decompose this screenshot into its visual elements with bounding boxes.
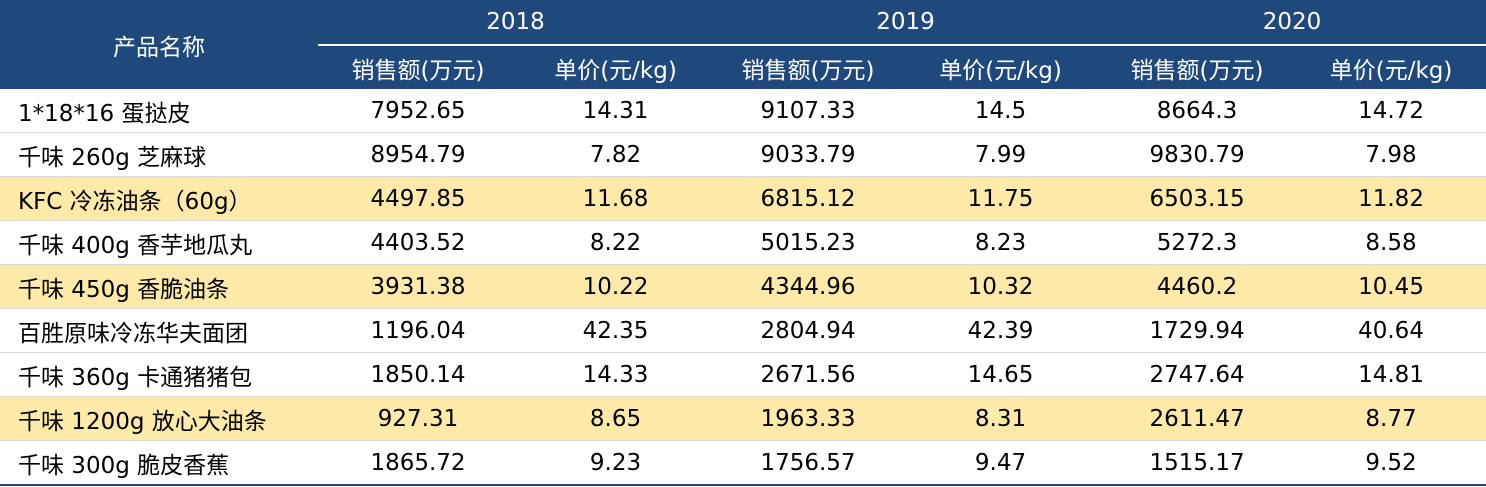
sales-cell: 3931.38: [318, 264, 518, 309]
product-name-header: 产品名称: [0, 0, 318, 89]
sales-cell: 4460.2: [1098, 264, 1297, 309]
sales-cell: 4344.96: [713, 264, 904, 309]
table-row: 千味 300g 脆皮香蕉 1865.72 9.23 1756.57 9.47 1515.1…: [0, 440, 1486, 486]
sales-header: 销售额(万元): [318, 45, 518, 89]
unit-price-cell: 42.39: [903, 308, 1099, 353]
unit-price-cell: 11.82: [1296, 176, 1486, 221]
sales-cell: 9830.79: [1098, 132, 1297, 177]
unit-price-cell: 14.72: [1296, 89, 1486, 133]
sales-cell: 1756.57: [713, 440, 904, 486]
unit-price-cell: 8.23: [903, 220, 1099, 265]
product-name-cell: 千味 400g 香芋地瓜丸: [0, 220, 318, 265]
table-header: 产品名称 2018 2019 2020 销售额(万元) 单价(元/kg) 销售额…: [0, 0, 1486, 89]
year-header-2020: 2020: [1098, 0, 1486, 46]
unit-price-cell: 10.32: [903, 264, 1099, 309]
unit-price-cell: 7.98: [1296, 132, 1486, 177]
table-row: 千味 400g 香芋地瓜丸 4403.52 8.22 5015.23 8.23 5272.…: [0, 220, 1486, 265]
sales-cell: 1729.94: [1098, 308, 1297, 353]
table-row: 千味 360g 卡通猪猪包 1850.14 14.33 2671.56 14.65 274…: [0, 352, 1486, 397]
unit-price-cell: 14.65: [903, 352, 1099, 397]
year-header-2019: 2019: [713, 0, 1099, 46]
unit-price-cell: 9.52: [1296, 440, 1486, 486]
unit-price-cell: 7.99: [903, 132, 1099, 177]
sales-header: 销售额(万元): [713, 45, 904, 89]
product-name-cell: 千味 300g 脆皮香蕉: [0, 440, 318, 486]
table-body: 1*18*16 蛋挞皮 7952.65 14.31 9107.33 14.5 8664.3…: [0, 89, 1486, 486]
year-header-row: 产品名称 2018 2019 2020: [0, 0, 1486, 89]
sales-cell: 1865.72: [318, 440, 518, 486]
unit-price-cell: 10.22: [518, 264, 714, 309]
sales-cell: 9033.79: [713, 132, 904, 177]
unit-price-cell: 8.77: [1296, 396, 1486, 441]
table-row: 百胜原味冷冻华夫面团 1196.04 42.35 2804.94 42.39 1729.9…: [0, 308, 1486, 353]
unit-price-cell: 8.65: [518, 396, 714, 441]
sales-cell: 1515.17: [1098, 440, 1297, 486]
unit-price-cell: 14.31: [518, 89, 714, 133]
unit-price-cell: 8.58: [1296, 220, 1486, 265]
unit-price-cell: 14.81: [1296, 352, 1486, 397]
sales-cell: 927.31: [318, 396, 518, 441]
unit-price-cell: 9.47: [903, 440, 1099, 486]
unit-price-cell: 11.75: [903, 176, 1099, 221]
product-name-cell: KFC 冷冻油条（60g）: [0, 176, 318, 221]
unit-price-cell: 10.45: [1296, 264, 1486, 309]
sales-cell: 2611.47: [1098, 396, 1297, 441]
sales-cell: 2671.56: [713, 352, 904, 397]
sales-cell: 7952.65: [318, 89, 518, 133]
unit-price-cell: 9.23: [518, 440, 714, 486]
sales-cell: 5272.3: [1098, 220, 1297, 265]
unit-price-cell: 11.68: [518, 176, 714, 221]
product-name-cell: 千味 1200g 放心大油条: [0, 396, 318, 441]
sales-cell: 2804.94: [713, 308, 904, 353]
sales-cell: 8664.3: [1098, 89, 1297, 133]
unit-price-cell: 14.33: [518, 352, 714, 397]
product-name-cell: 千味 260g 芝麻球: [0, 132, 318, 177]
year-header-2018: 2018: [318, 0, 714, 46]
product-name-cell: 千味 450g 香脆油条: [0, 264, 318, 309]
product-name-cell: 千味 360g 卡通猪猪包: [0, 352, 318, 397]
sales-cell: 1963.33: [713, 396, 904, 441]
unit-price-cell: 8.31: [903, 396, 1099, 441]
sales-cell: 2747.64: [1098, 352, 1297, 397]
unit-price-cell: 14.5: [903, 89, 1099, 133]
unit-price-cell: 8.22: [518, 220, 714, 265]
sales-cell: 6503.15: [1098, 176, 1297, 221]
table-row: 1*18*16 蛋挞皮 7952.65 14.31 9107.33 14.5 8664.3…: [0, 89, 1486, 133]
sales-cell: 4403.52: [318, 220, 518, 265]
table-row: 千味 260g 芝麻球 8954.79 7.82 9033.79 7.99 9830.79…: [0, 132, 1486, 177]
unit-price-cell: 7.82: [518, 132, 714, 177]
sales-cell: 6815.12: [713, 176, 904, 221]
unit-price-header: 单价(元/kg): [518, 45, 714, 89]
product-name-cell: 1*18*16 蛋挞皮: [0, 89, 318, 133]
unit-price-header: 单价(元/kg): [903, 45, 1099, 89]
unit-price-header: 单价(元/kg): [1296, 45, 1486, 89]
unit-price-cell: 42.35: [518, 308, 714, 353]
sub-header-row: 销售额(万元) 单价(元/kg) 销售额(万元) 单价(元/kg) 销售额(万元…: [0, 45, 1486, 89]
sales-cell: 1850.14: [318, 352, 518, 397]
unit-price-cell: 40.64: [1296, 308, 1486, 353]
sales-cell: 4497.85: [318, 176, 518, 221]
product-name-cell: 百胜原味冷冻华夫面团: [0, 308, 318, 353]
sales-cell: 9107.33: [713, 89, 904, 133]
sales-cell: 1196.04: [318, 308, 518, 353]
sales-header: 销售额(万元): [1098, 45, 1297, 89]
sales-cell: 8954.79: [318, 132, 518, 177]
table-row: 千味 1200g 放心大油条 927.31 8.65 1963.33 8.31 2611.…: [0, 396, 1486, 441]
table-row: 千味 450g 香脆油条 3931.38 10.22 4344.96 10.32 4460…: [0, 264, 1486, 309]
sales-cell: 5015.23: [713, 220, 904, 265]
table-row: KFC 冷冻油条（60g） 4497.85 11.68 6815.12 11.75 650…: [0, 176, 1486, 221]
